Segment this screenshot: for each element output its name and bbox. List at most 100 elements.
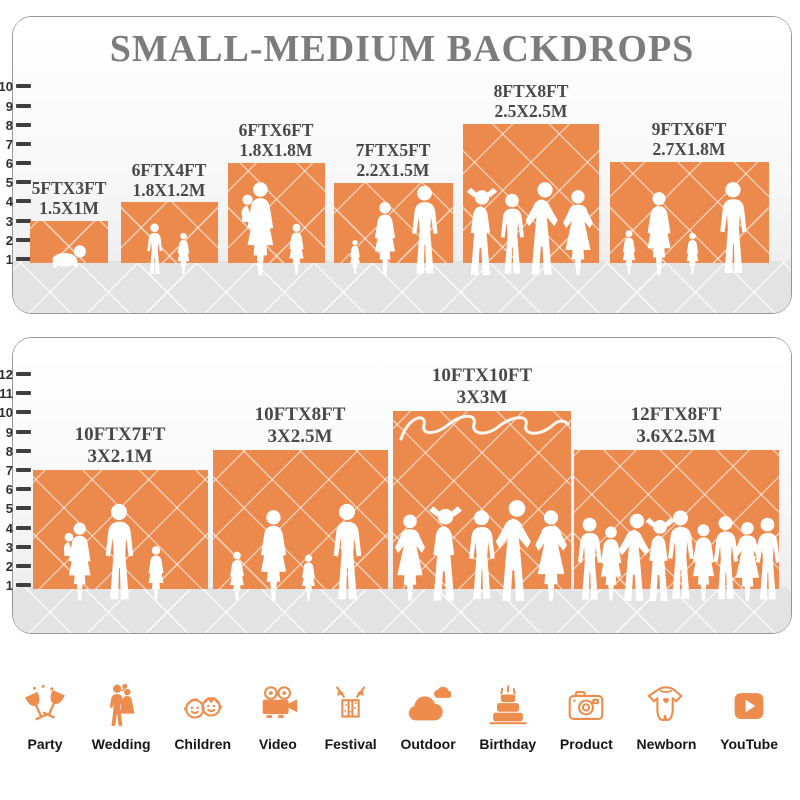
backdrop-label: 6FTX4FT 1.8X1.2M [84,160,254,200]
ruler-number: 2 [5,558,13,574]
ruler-tick [16,468,31,472]
ruler-tick [16,583,31,587]
silhouette-family [622,182,747,275]
backdrop-8ftx8ft [463,124,599,275]
silhouette-group [394,500,567,601]
ruler-number: 7 [5,462,13,478]
ruler-mark: 10 [0,79,31,94]
backdrop-label: 10FTX10FT 3X3M [392,365,572,409]
ruler-tick [16,238,31,242]
product-icon [569,691,604,720]
ruler-number: 9 [5,98,13,114]
ruler-mark: 9 [0,424,31,440]
backdrop-10ftx7ft [33,470,208,601]
category-label: Party [27,736,63,752]
backdrop-size-m: 2.7X1.8M [652,139,726,159]
backdrop-10ftx10ft [393,411,571,601]
ruler-number: 5 [5,500,13,516]
ruler-tick [16,84,31,88]
category-outdoor: Outdoor [400,658,456,752]
ruler-mark: 3 [0,214,31,229]
category-label: Wedding [91,736,151,752]
category-festival: Festival [325,658,377,752]
category-product: Product [560,658,613,752]
backdrop-label: 12FTX8FT 3.6X2.5M [586,404,766,448]
ruler-mark: 8 [0,444,31,459]
backdrop-size-ft: 5FTX3FT [31,178,107,198]
backdrop-6ftx4ft [121,202,218,275]
category-children: Children [174,658,231,752]
backdrop-size-m: 1.8X1.2M [132,180,206,200]
ruler-mark: 9 [0,98,31,114]
youtube-icon [734,693,764,719]
backdrop-size-m: 3.6X2.5M [636,426,716,447]
category-label: Product [559,736,613,752]
category-wedding: Wedding [92,658,151,752]
ruler-number: 4 [5,193,13,209]
backdrop-size-ft: 7FTX5FT [355,140,431,160]
ruler-number: 6 [5,481,13,497]
backdrop-size-ft: 10FTX7FT [74,424,166,445]
ruler-tick [16,257,31,261]
backdrop-size-ft: 12FTX8FT [630,404,722,425]
backdrop-size-m: 2.5X2.5M [494,101,568,121]
category-label: Video [258,736,297,752]
ruler-number: 3 [5,539,13,555]
ruler-mark: 4 [0,520,31,536]
ruler-mark: 2 [0,233,31,248]
birthday-icon [489,685,527,725]
backdrop-label: 6FTX6FT 1.8X1.8M [191,120,361,160]
backdrop-10ftx8ft [213,450,388,601]
ruler-number: 9 [5,424,13,440]
ruler-mark: 1 [0,577,31,593]
top-panel: SMALL-MEDIUM BACKDROPS 10 9 8 7 6 5 4 3 … [0,16,792,314]
ruler-tick [16,123,31,127]
ruler-tick [16,104,31,108]
backdrop-label: 5FTX3FT 1.5X1M [0,178,154,218]
silhouette-family [230,503,362,601]
floor-strip [13,261,791,313]
ruler-mark: 8 [0,117,31,133]
ruler-number: 4 [5,520,13,536]
backdrop-size-m: 1.8X1.8M [239,140,313,160]
backdrop-size-ft: 10FTX10FT [431,365,533,386]
ruler-tick [16,526,31,530]
ruler-tick [16,391,31,395]
silhouette-family [63,503,164,601]
ruler-tick [16,487,31,491]
category-label: Outdoor [400,736,456,752]
ruler-number: 8 [5,117,13,133]
backdrop-9ftx6ft [610,162,769,275]
backdrop-size-ft: 9FTX6FT [651,119,727,139]
backdrop-label: 8FTX8FT 2.5X2.5M [446,81,616,121]
ruler-tick [16,219,31,223]
ruler-tick [16,410,31,414]
backdrop-label: 7FTX5FT 2.2X1.5M [308,140,478,180]
children-icon [183,696,222,719]
ruler-mark: 2 [0,558,31,574]
backdrop-7ftx5ft [334,183,453,275]
backdrop-size-m: 3X2.5M [267,426,333,447]
ruler-number: 7 [5,136,13,152]
backdrop-12ftx8ft [574,450,780,601]
category-newborn: Newborn [636,658,697,752]
ruler-number: 5 [5,174,13,190]
category-label: Festival [324,736,377,752]
ruler-mark: 12 [0,367,31,382]
ruler-number: 10 [0,404,13,420]
ruler-tick [16,506,31,510]
category-label: Children [174,736,232,752]
ruler-mark: 10 [0,404,31,420]
category-row: Party Wedding [22,658,778,752]
ruler-number: 1 [5,577,13,593]
category-label: Newborn [636,736,697,752]
page-title: SMALL-MEDIUM BACKDROPS [109,28,695,70]
outdoor-icon [408,686,452,721]
backdrop-size-ft: 6FTX6FT [238,120,314,140]
ruler-mark: 11 [0,386,31,401]
wedding-icon [109,683,135,726]
backdrop-6ftx6ft [228,163,325,275]
backdrop-size-ft: 6FTX4FT [131,160,207,180]
party-icon [25,684,65,721]
